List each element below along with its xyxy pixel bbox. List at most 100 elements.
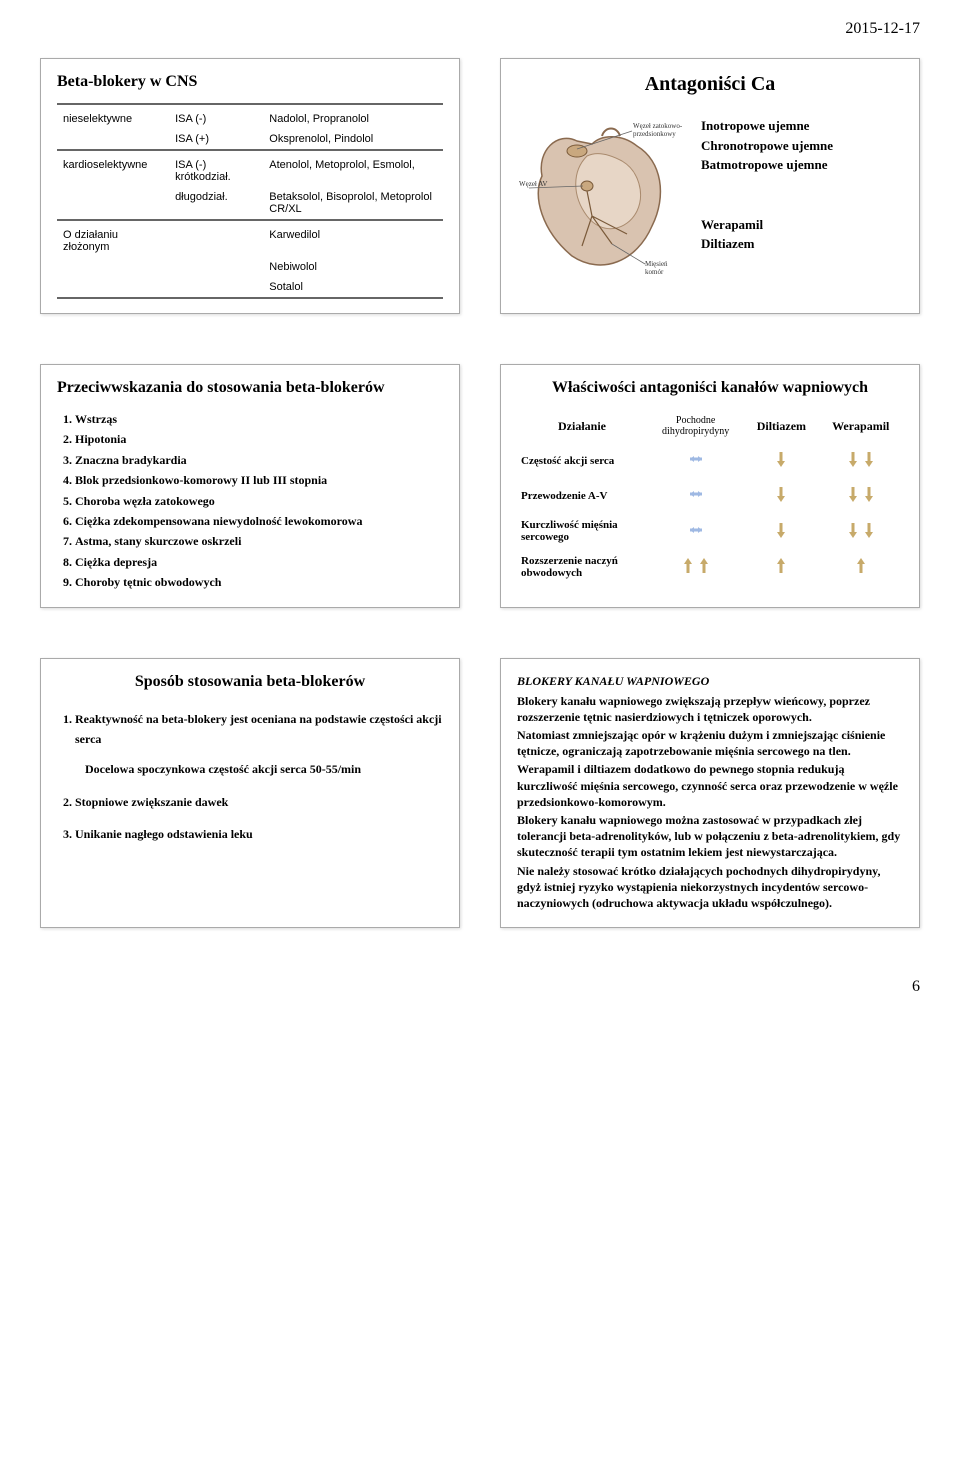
prop-arrow-cell [647,549,744,585]
arrow-icon [861,520,877,540]
arrow-icon [688,484,704,504]
info-paragraph: Blokery kanału wapniowego zwiększają prz… [517,693,903,725]
bb-cell [169,277,263,298]
bb-cell [57,257,169,277]
prop-arrow-cell [818,513,903,549]
arrow-icon [680,556,696,576]
aca-bold1: Werapamil [701,215,903,235]
panel5-title: Sposób stosowania beta-blokerów [57,673,443,691]
prop-arrow-cell [744,549,818,585]
contraindication-item: Wstrząs [75,409,443,429]
contraindication-item: Znaczna bradykardia [75,450,443,470]
prop-row-label: Częstość akcji serca [517,443,647,478]
aca-line1: Inotropowe ujemne [701,118,809,133]
bb-cell: O działaniu złożonym [57,220,169,257]
row-1: Beta-blokery w CNS nieselektywneISA (-)N… [40,58,920,314]
aca-bold2: Diltiazem [701,234,903,254]
aca-line3: Batmotropowe ujemne [701,157,828,172]
contraindication-item: Hipotonia [75,429,443,449]
arrow-icon [773,520,789,540]
prop-arrow-cell [818,478,903,513]
arrow-icon [773,556,789,576]
panel2-right: Inotropowe ujemne Chronotropowe ujemne B… [701,116,903,254]
arrow-icon [845,449,861,469]
prop-arrow-cell [744,513,818,549]
bb-cell: ISA (-) [169,104,263,129]
prop-arrow-cell [818,443,903,478]
info-paragraph: Nie należy stosować krótko działających … [517,863,903,912]
arrow-icon [861,484,877,504]
arrow-icon [773,449,789,469]
contraindication-item: Astma, stany skurczowe oskrzeli [75,531,443,551]
panel-blokery-kanalu: BLOKERY KANAŁU WAPNIOWEGO Blokery kanału… [500,658,920,929]
prop-arrow-cell [744,478,818,513]
contraindication-item: Choroby tętnic obwodowych [75,572,443,592]
bb-cell: Betaksolol, Bisoprolol, Metoprolol CR/XL [263,187,443,220]
panel3-list: WstrząsHipotoniaZnaczna bradykardiaBlok … [75,409,443,593]
panel6-title: BLOKERY KANAŁU WAPNIOWEGO [517,673,903,689]
info-paragraph: Blokery kanału wapniowego można zastosow… [517,812,903,861]
usage-item: Unikanie nagłego odstawienia leku [75,824,443,844]
panel-wlasciwosci: Właściwości antagoniści kanałów wapniowy… [500,364,920,608]
svg-text:przedsionkowy: przedsionkowy [633,130,676,138]
beta-blokery-table: nieselektywneISA (-)Nadolol, Propranolol… [57,103,443,299]
bb-cell: nieselektywne [57,104,169,129]
svg-text:komór: komór [645,268,664,276]
page-number: 6 [40,978,920,996]
prop-header: Pochodnedihydropirydyny [647,409,744,443]
bb-cell: Nebiwolol [263,257,443,277]
prop-row-label: Kurczliwość mięśniasercowego [517,513,647,549]
usage-item: Reaktywność na beta-blokery jest ocenian… [75,709,443,780]
arrow-icon [853,556,869,576]
prop-arrow-cell [818,549,903,585]
document-date: 2015-12-17 [40,20,920,38]
panel-antagonisci-ca: Antagoniści Ca [500,58,920,314]
heart-diagram: Węzeł zatokowo- przedsionkowy Węzeł AV M… [517,116,687,280]
aca-line2: Chronotropowe ujemne [701,138,833,153]
usage-item: Stopniowe zwiększanie dawek [75,792,443,812]
arrow-icon [696,556,712,576]
bb-cell: Atenolol, Metoprolol, Esmolol, [263,150,443,187]
bb-cell [57,277,169,298]
label-av: Węzeł AV [519,180,547,188]
prop-row-label: Rozszerzenie naczyńobwodowych [517,549,647,585]
bb-cell: ISA (-) krótkodział. [169,150,263,187]
prop-header: Werapamil [818,409,903,443]
contraindication-item: Choroba węzła zatokowego [75,491,443,511]
row-2: Przeciwwskazania do stosowania beta-blok… [40,364,920,608]
arrow-icon [861,449,877,469]
bb-cell [169,257,263,277]
properties-table: DziałaniePochodnedihydropirydynyDiltiaze… [517,409,903,585]
row-3: Sposób stosowania beta-blokerów Reaktywn… [40,658,920,929]
prop-header: Diltiazem [744,409,818,443]
contraindication-item: Blok przedsionkowo-komorowy II lub III s… [75,470,443,490]
bb-cell: Nadolol, Propranolol [263,104,443,129]
prop-header: Działanie [517,409,647,443]
contraindication-item: Ciężka depresja [75,552,443,572]
panel-przeciwwskazania: Przeciwwskazania do stosowania beta-blok… [40,364,460,608]
label-miesien: Mięsień [645,260,668,268]
arrow-icon [688,449,704,469]
arrow-icon [845,520,861,540]
bb-cell [169,220,263,257]
bb-cell [57,129,169,150]
usage-subnote: Docelowa spoczynkowa częstość akcji serc… [85,759,443,779]
panel3-title: Przeciwwskazania do stosowania beta-blok… [57,379,443,397]
label-sa: Węzeł zatokowo- [633,122,683,130]
bb-cell: długodział. [169,187,263,220]
panel-beta-blokery: Beta-blokery w CNS nieselektywneISA (-)N… [40,58,460,314]
arrow-icon [773,484,789,504]
arrow-icon [845,484,861,504]
prop-arrow-cell [647,478,744,513]
bb-cell: Karwedilol [263,220,443,257]
bb-cell: Oksprenolol, Pindolol [263,129,443,150]
prop-arrow-cell [744,443,818,478]
bb-cell [57,187,169,220]
panel2-title: Antagoniści Ca [517,73,903,96]
info-paragraph: Natomiast zmniejszając opór w krążeniu d… [517,727,903,759]
panel-sposob: Sposób stosowania beta-blokerów Reaktywn… [40,658,460,929]
info-paragraph: Werapamil i diltiazem dodatkowo do pewne… [517,761,903,810]
panel1-title: Beta-blokery w CNS [57,73,443,91]
arrow-icon [688,520,704,540]
bb-cell: ISA (+) [169,129,263,150]
